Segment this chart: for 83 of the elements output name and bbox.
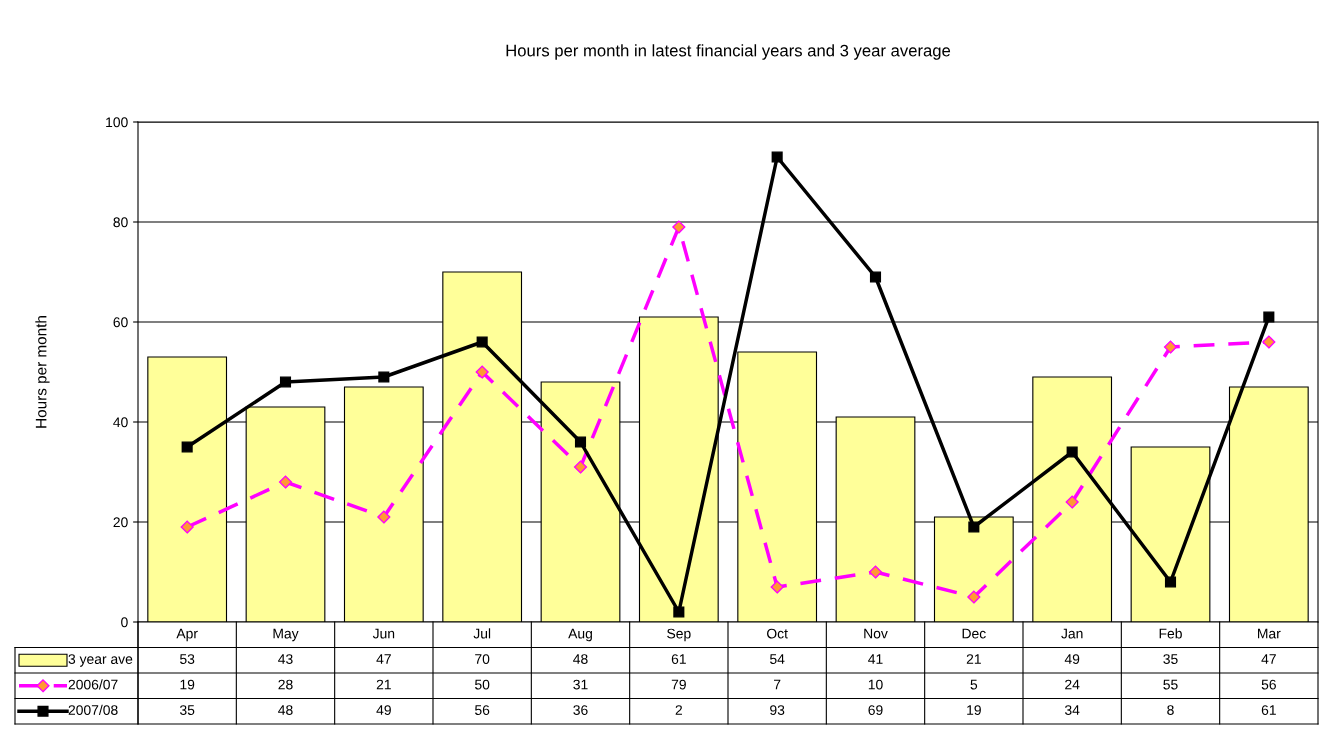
data-label: 35: [1163, 654, 1178, 664]
point: [573, 460, 588, 474]
data-label: 31: [573, 679, 588, 690]
data-label: 56: [475, 705, 490, 715]
x-tick-label: Sep: [667, 628, 691, 642]
data-label: 8: [1167, 705, 1174, 715]
data-label: 36: [573, 705, 588, 715]
data-label: 79: [671, 679, 686, 690]
x-tick-label: Jan: [1061, 628, 1083, 639]
data-label: 49: [376, 705, 391, 715]
data-label: 19: [967, 705, 981, 715]
data-label: 93: [770, 705, 785, 715]
x-tick-label: Nov: [864, 628, 888, 639]
legend-label: 2006/07: [68, 679, 118, 690]
point: [868, 565, 883, 579]
point: [180, 520, 194, 534]
data-label: 5: [970, 679, 978, 690]
point: [278, 475, 293, 489]
point: [771, 151, 783, 163]
data-label: 19: [180, 679, 195, 690]
data-label: 21: [966, 654, 981, 664]
data-label: 49: [1064, 654, 1080, 664]
point: [869, 271, 882, 283]
data-label: 70: [475, 654, 490, 664]
data-label: 69: [868, 705, 883, 715]
y-tick-label: 80: [113, 217, 128, 228]
legend-label: 2007/08: [68, 704, 118, 715]
data-label: 28: [278, 679, 293, 690]
point: [672, 220, 686, 234]
point: [967, 590, 981, 604]
x-tick-label: Dec: [962, 628, 986, 639]
x-tick-label: Mar: [1258, 628, 1281, 639]
data-label: 2: [675, 705, 682, 715]
point: [181, 441, 193, 453]
point: [1263, 311, 1275, 323]
y-axis-title: Hours per month: [35, 316, 50, 428]
data-label: 48: [573, 654, 588, 664]
x-tick-label: Feb: [1159, 628, 1182, 639]
point: [574, 436, 587, 448]
data-label: 50: [475, 679, 490, 690]
x-tick-label: Jun: [372, 628, 395, 639]
data-label: 21: [376, 679, 391, 690]
point: [279, 376, 292, 388]
point: [1262, 335, 1276, 349]
point: [770, 580, 784, 594]
point: [378, 371, 390, 383]
point: [1066, 446, 1078, 458]
data-label: 47: [376, 654, 391, 664]
data-label: 61: [671, 654, 686, 664]
x-tick-label: May: [273, 628, 299, 642]
x-tick-label: Oct: [767, 628, 788, 639]
point: [476, 336, 488, 348]
y-tick-label: 40: [113, 417, 128, 428]
x-tick-label: Apr: [176, 628, 198, 642]
point: [1065, 495, 1079, 509]
data-label: 47: [1261, 654, 1276, 664]
legend-label: 3 year ave: [68, 654, 133, 667]
point: [673, 606, 685, 618]
x-tick-label: Jul: [473, 628, 491, 639]
data-label: 10: [868, 679, 883, 690]
data-label: 56: [1261, 679, 1276, 690]
data-label: 55: [1163, 679, 1178, 690]
data-label: 24: [1065, 679, 1080, 690]
data-label: 41: [868, 654, 883, 664]
data-label: 48: [278, 705, 293, 715]
point: [475, 365, 489, 379]
data-label: 43: [278, 654, 293, 664]
data-label: 7: [774, 679, 781, 690]
y-tick-label: 100: [106, 117, 128, 128]
y-tick-label: 0: [121, 617, 128, 628]
point: [377, 510, 391, 524]
data-label: 34: [1064, 705, 1080, 715]
data-label: 54: [770, 654, 785, 664]
point: [1163, 340, 1178, 354]
y-tick-label: 60: [113, 317, 128, 328]
y-tick-label: 20: [113, 517, 128, 528]
data-label: 35: [179, 705, 195, 715]
x-tick-label: Aug: [568, 628, 592, 642]
data-label: 53: [180, 654, 195, 664]
data-label: 61: [1261, 705, 1276, 715]
point: [1164, 576, 1177, 588]
point: [968, 521, 980, 533]
chart-title: Hours per month in latest financial years and 3 year average: [506, 44, 951, 60]
